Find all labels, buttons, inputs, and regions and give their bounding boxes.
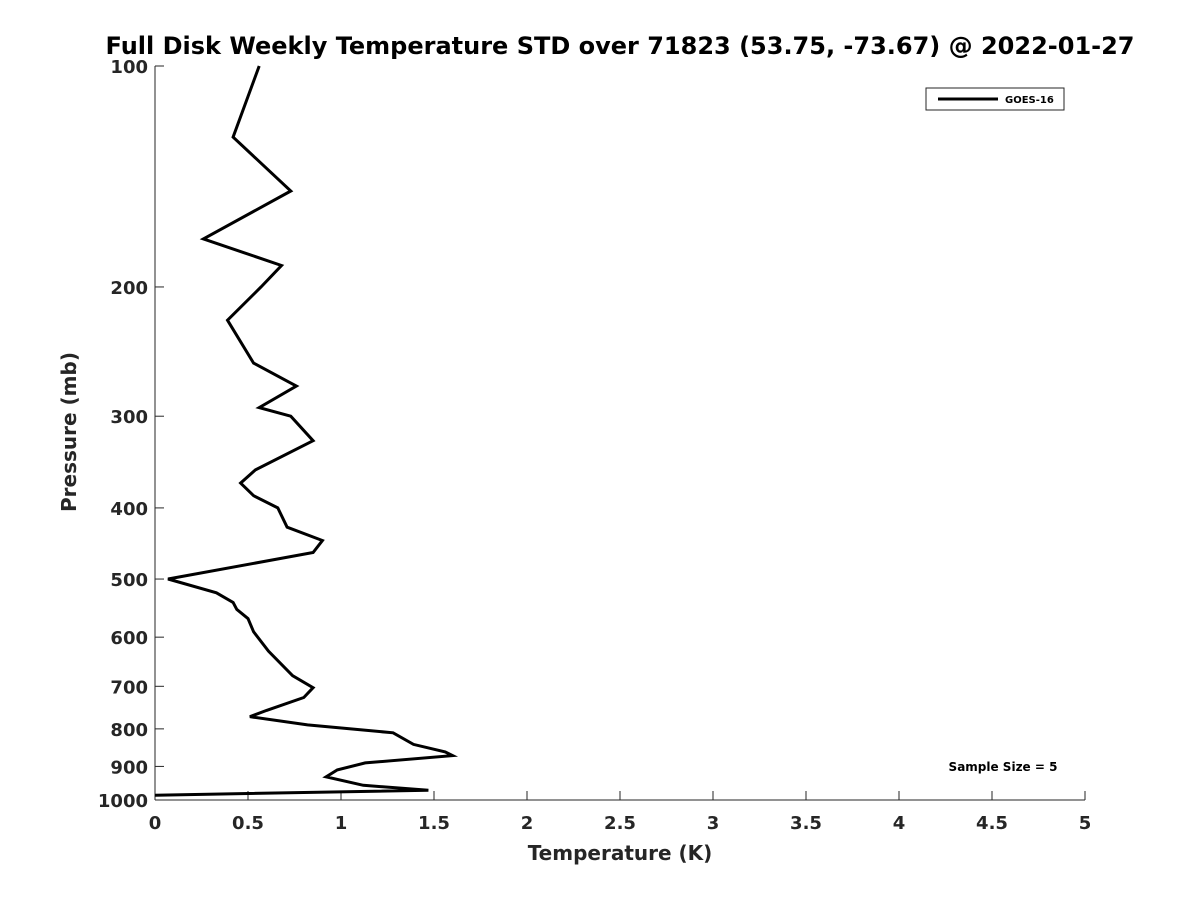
y-tick-label: 800 [110,720,148,741]
x-tick-label: 3 [707,813,720,834]
y-axis-label: Pressure (mb) [57,352,81,512]
x-tick-label: 5 [1079,813,1092,834]
legend: GOES-16 [925,87,1065,111]
chart-title: Full Disk Weekly Temperature STD over 71… [106,32,1135,60]
series-line-goes-16 [154,65,459,797]
x-tick-label: 0 [149,813,162,834]
y-tick-label: 900 [110,757,148,778]
x-tick-label: 1.5 [418,813,450,834]
x-tick-label: 4 [893,813,906,834]
y-tick-label: 500 [110,570,148,591]
y-tick-label: 1000 [98,791,148,812]
x-tick-label: 4.5 [976,813,1008,834]
y-tick-label: 300 [110,407,148,428]
x-tick-label: 1 [335,813,348,834]
plot-area [154,65,459,797]
y-tick-label: 100 [110,57,148,78]
x-axis-label: Temperature (K) [528,841,713,865]
x-tick-label: 3.5 [790,813,822,834]
y-tick-label: 200 [110,278,148,299]
sample-size-annotation: Sample Size = 5 [949,760,1058,774]
x-tick-label: 2 [521,813,534,834]
x-tick-label: 2.5 [604,813,636,834]
axes: 0 0.5 1 1.5 2 2.5 3 3.5 4 4.5 5 100 200 300 400 500 600 7… [98,57,1091,834]
y-tick-label: 700 [110,677,148,698]
legend-label-goes-16: GOES-16 [1005,95,1054,106]
y-tick-label: 600 [110,628,148,649]
x-tick-label: 0.5 [232,813,264,834]
y-tick-label: 400 [110,499,148,520]
